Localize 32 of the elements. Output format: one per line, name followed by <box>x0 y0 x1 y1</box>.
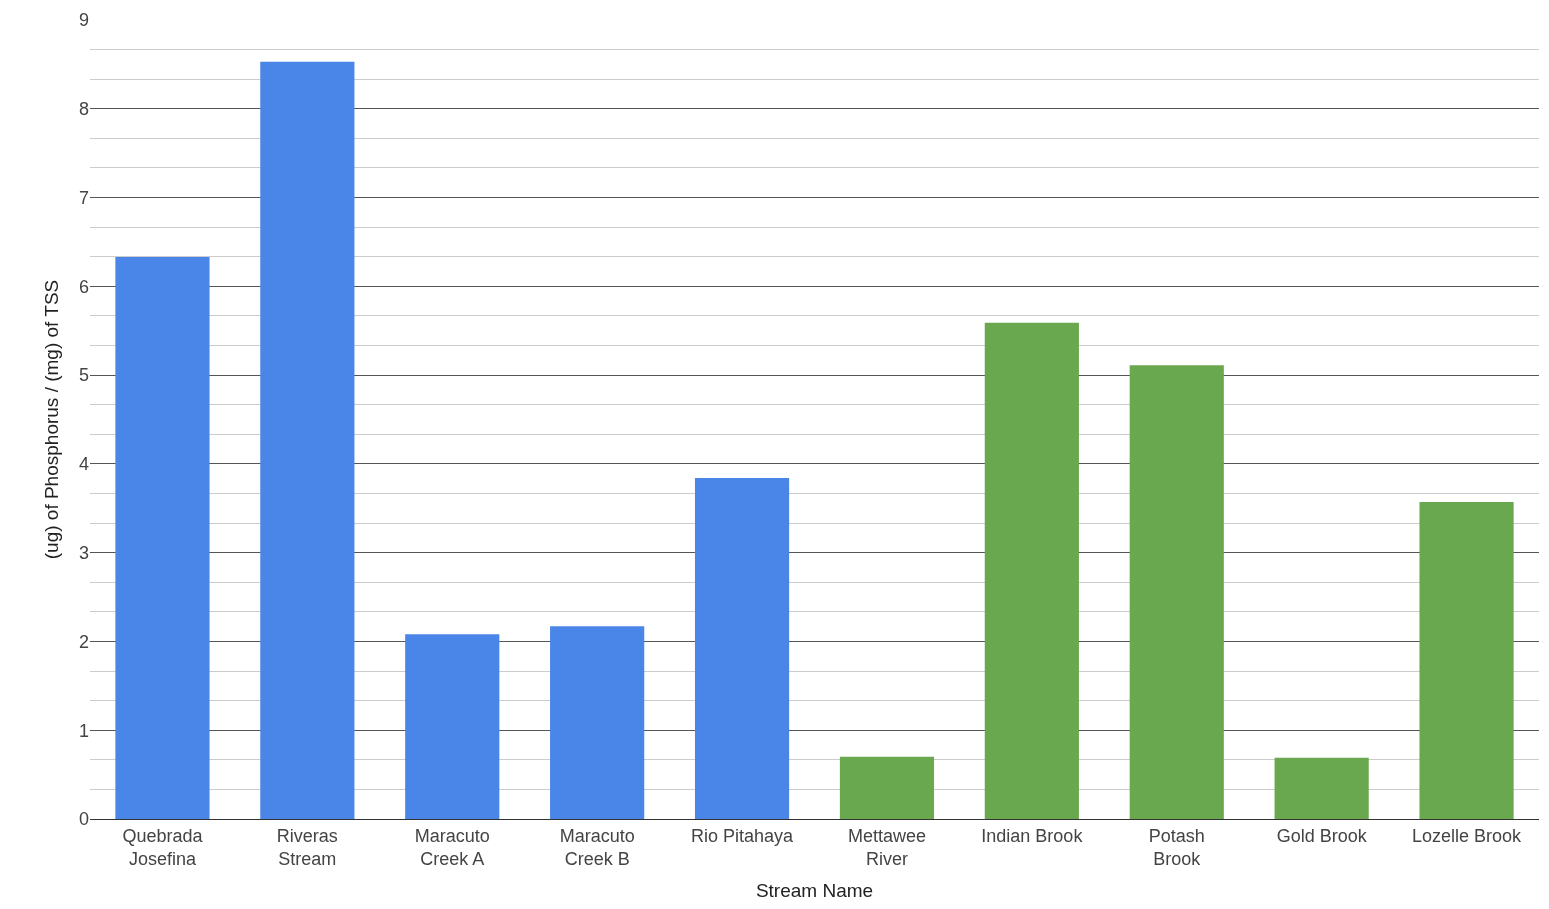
bar <box>839 756 935 819</box>
y-tick-label: 4 <box>78 454 89 475</box>
y-axis-title: (ug) of Phosphorus / (mg) of TSS <box>40 279 62 560</box>
y-tick-label: 5 <box>78 365 89 386</box>
y-tick-label: 1 <box>78 720 89 741</box>
x-tick-label: Maracuto Creek B <box>559 825 635 869</box>
bar <box>1419 502 1514 819</box>
bar <box>260 61 355 819</box>
y-tick-label: 2 <box>78 631 89 652</box>
x-tick-label: Indian Brook <box>981 825 1084 846</box>
x-tick-label: Maracuto Creek A <box>414 825 490 869</box>
bar <box>1274 757 1369 819</box>
bar <box>405 634 500 819</box>
x-axis-title: Stream Name <box>755 879 874 901</box>
bar <box>1129 365 1224 819</box>
x-tick-label: Mettawee River <box>847 825 926 869</box>
bar <box>984 322 1079 819</box>
bar <box>694 478 790 819</box>
x-tick-label: Potash Brook <box>1148 825 1205 869</box>
y-tick-label: 8 <box>78 99 89 120</box>
x-tick-label: Quebrada Josefina <box>122 825 204 869</box>
y-tick-label: 3 <box>78 542 89 563</box>
x-tick-label: Gold Brook <box>1276 825 1368 846</box>
bar <box>550 626 645 819</box>
y-tick-label: 6 <box>78 276 89 297</box>
x-tick-label: Lozelle Brook <box>1412 825 1523 846</box>
y-tick-label: 7 <box>78 187 89 208</box>
y-tick-label: 9 <box>78 10 89 31</box>
bar <box>115 257 210 819</box>
x-tick-label: Riveras Stream <box>276 825 338 869</box>
y-tick-label: 0 <box>78 809 89 830</box>
x-tick-label: Rio Pitahaya <box>691 825 795 846</box>
